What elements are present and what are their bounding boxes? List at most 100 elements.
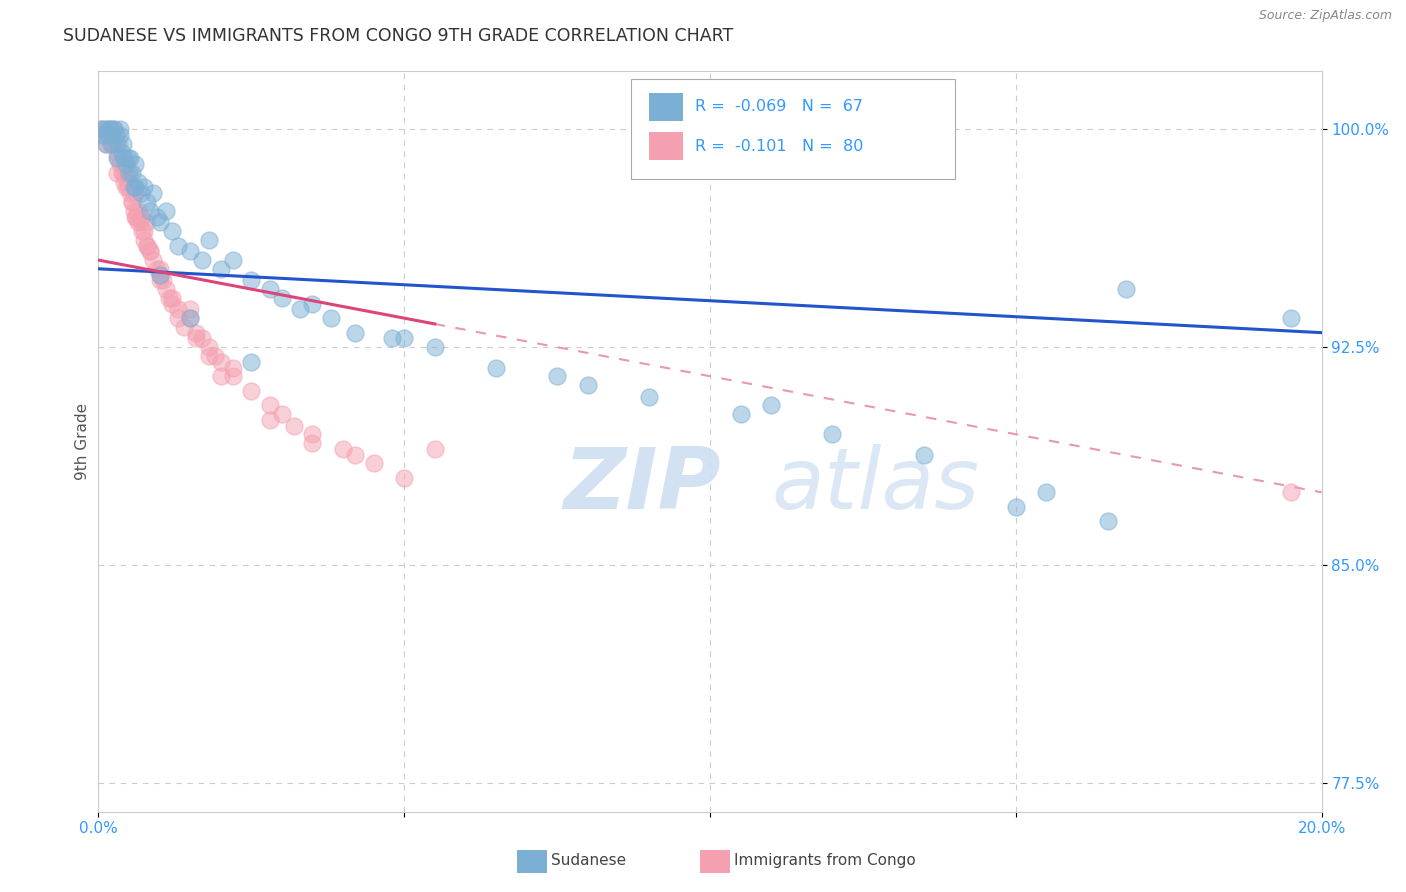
Point: [240, 354, 263, 368]
Point: [186, 331, 208, 345]
Point: [115, 180, 138, 194]
Point: [179, 311, 201, 326]
Point: [104, 136, 127, 151]
Bar: [648, 132, 683, 161]
Point: [100, 136, 122, 151]
Point: [160, 296, 183, 310]
Point: [127, 203, 149, 218]
Point: [637, 390, 661, 404]
Point: [167, 238, 190, 252]
Point: [105, 152, 128, 166]
Point: [93, 122, 115, 136]
Point: [191, 331, 214, 345]
Point: [129, 215, 152, 229]
Point: [135, 215, 157, 229]
Point: [127, 175, 149, 189]
Text: Source: ZipAtlas.com: Source: ZipAtlas.com: [1258, 9, 1392, 22]
Point: [117, 152, 139, 166]
Point: [301, 427, 323, 442]
Point: [381, 331, 404, 345]
Point: [152, 273, 174, 287]
Point: [98, 122, 121, 136]
Point: [270, 407, 294, 421]
Point: [91, 128, 114, 143]
Point: [125, 210, 148, 224]
Point: [173, 319, 195, 334]
Point: [546, 369, 568, 384]
Point: [124, 180, 146, 194]
Point: [179, 302, 201, 317]
Point: [821, 427, 844, 442]
Point: [108, 128, 131, 143]
Bar: [648, 93, 683, 121]
Point: [209, 261, 232, 276]
Point: [423, 442, 446, 456]
Point: [160, 291, 183, 305]
Point: [124, 186, 146, 201]
Point: [344, 448, 367, 462]
Point: [197, 349, 219, 363]
Text: Immigrants from Congo: Immigrants from Congo: [734, 854, 915, 868]
Point: [111, 166, 134, 180]
Point: [761, 398, 783, 412]
Point: [197, 233, 219, 247]
Point: [111, 157, 134, 171]
Point: [118, 166, 141, 180]
Point: [134, 233, 156, 247]
Point: [107, 136, 129, 151]
Point: [222, 253, 245, 268]
Point: [240, 384, 263, 398]
Point: [120, 186, 142, 201]
Point: [270, 291, 294, 305]
Point: [283, 418, 305, 433]
Point: [179, 311, 201, 326]
Point: [124, 210, 146, 224]
Point: [209, 369, 232, 384]
Point: [129, 210, 152, 224]
Point: [124, 157, 146, 171]
Point: [136, 238, 159, 252]
Point: [104, 128, 127, 143]
Point: [149, 215, 172, 229]
Point: [136, 238, 159, 252]
Point: [167, 302, 190, 317]
Point: [149, 268, 172, 282]
Point: [290, 302, 312, 317]
Point: [730, 407, 752, 421]
Point: [90, 122, 112, 136]
Point: [149, 268, 172, 282]
Point: [111, 166, 134, 180]
Point: [186, 326, 208, 340]
Point: [139, 244, 162, 259]
Point: [127, 215, 149, 229]
Point: [392, 471, 416, 485]
Point: [576, 378, 599, 392]
Text: SUDANESE VS IMMIGRANTS FROM CONGO 9TH GRADE CORRELATION CHART: SUDANESE VS IMMIGRANTS FROM CONGO 9TH GR…: [63, 27, 734, 45]
Point: [94, 136, 117, 151]
Point: [1035, 485, 1057, 500]
Point: [129, 186, 152, 201]
Point: [101, 128, 124, 143]
Point: [121, 194, 143, 209]
Text: atlas: atlas: [772, 444, 979, 527]
Point: [142, 253, 165, 268]
Point: [97, 128, 120, 143]
Point: [139, 203, 162, 218]
Point: [101, 136, 124, 151]
Text: Sudanese: Sudanese: [551, 854, 626, 868]
Point: [94, 136, 117, 151]
Point: [90, 122, 112, 136]
Point: [209, 354, 232, 368]
Point: [107, 152, 129, 166]
Point: [111, 136, 134, 151]
Point: [108, 122, 131, 136]
Point: [122, 203, 145, 218]
Point: [222, 360, 245, 375]
Point: [98, 122, 121, 136]
Text: R =  -0.101   N =  80: R = -0.101 N = 80: [696, 138, 863, 153]
Point: [197, 340, 219, 354]
Point: [142, 186, 165, 201]
Point: [112, 175, 135, 189]
Point: [204, 349, 226, 363]
FancyBboxPatch shape: [630, 78, 955, 178]
